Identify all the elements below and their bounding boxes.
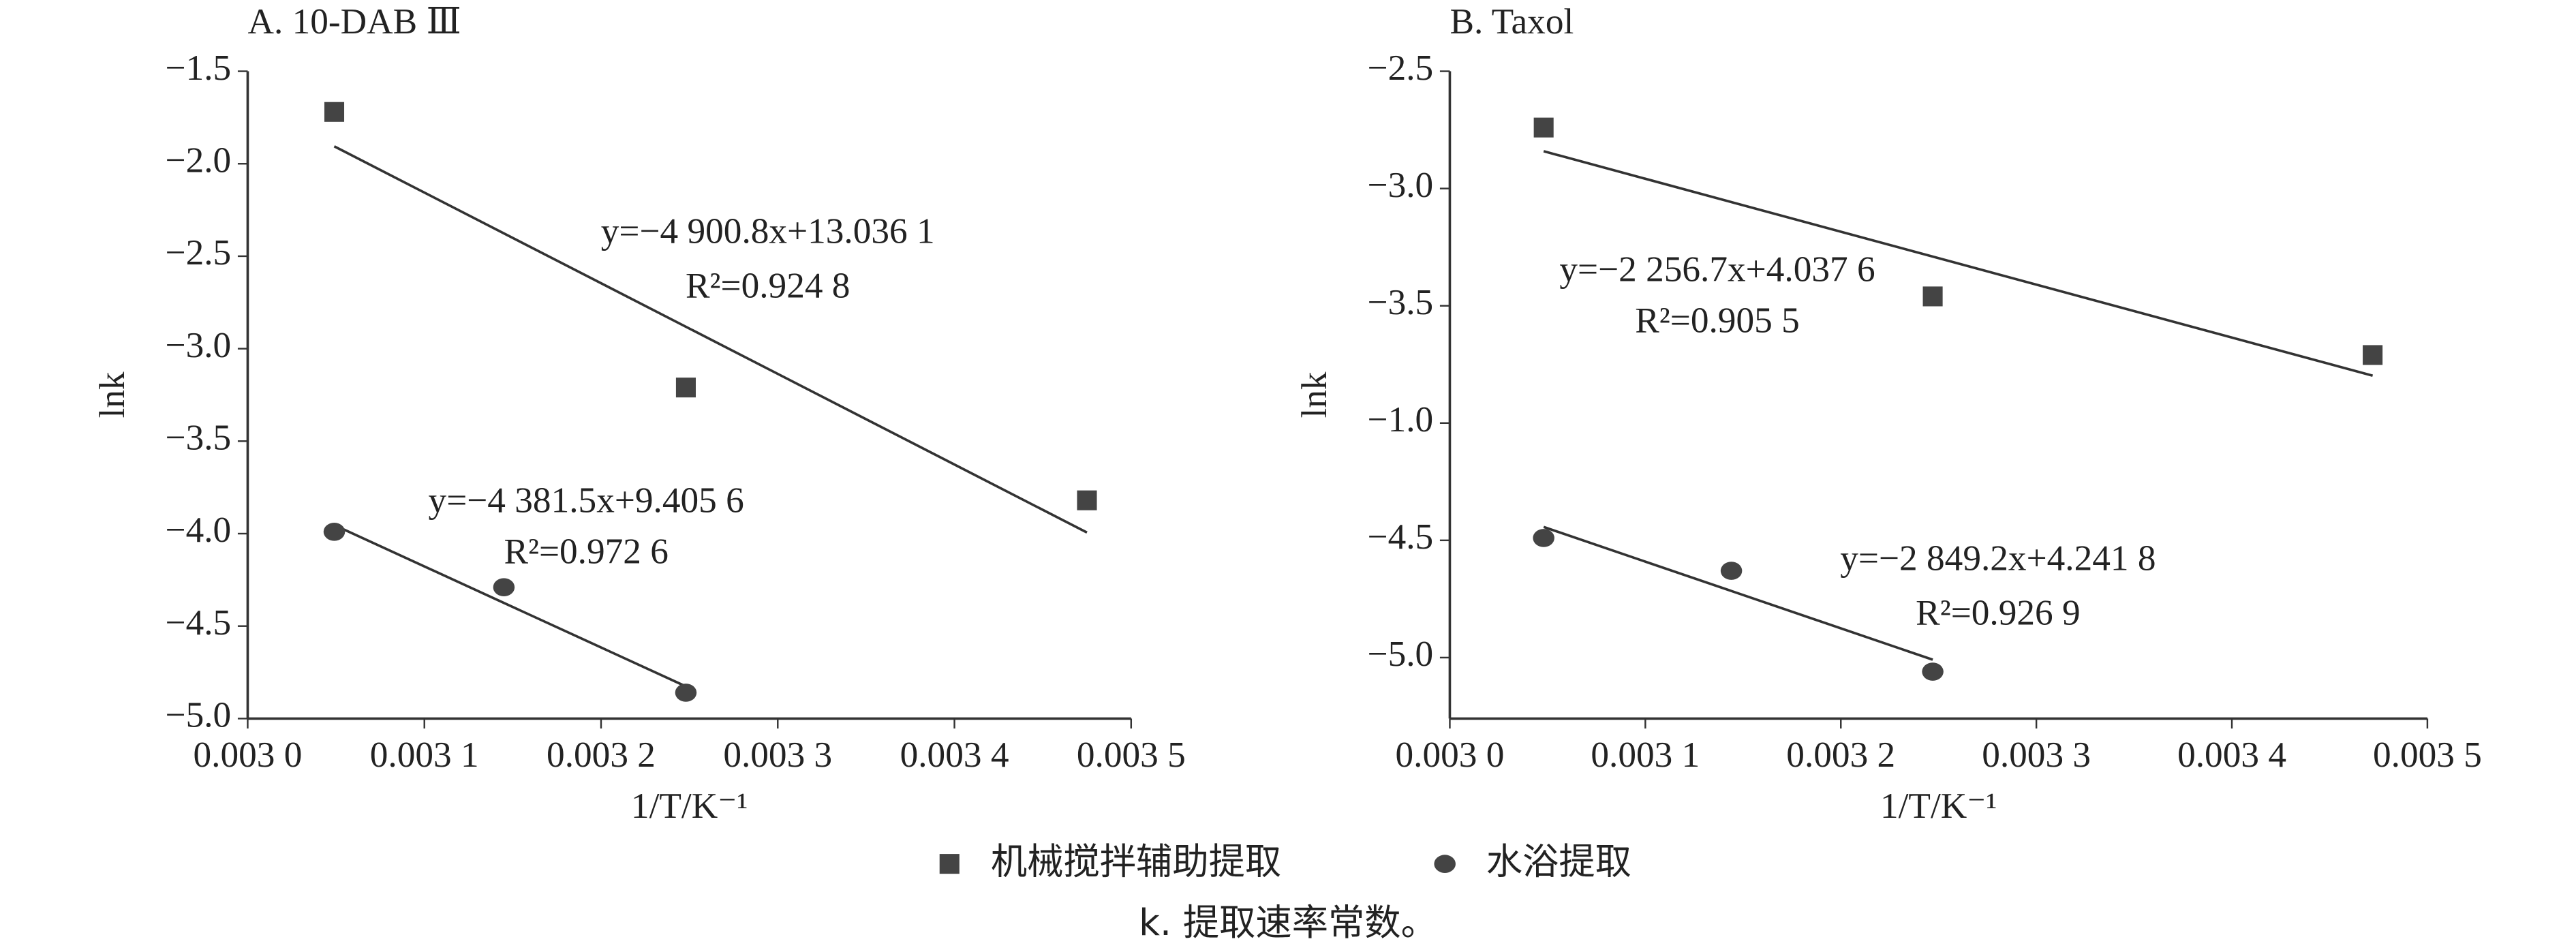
y-tick-label: −2.0	[166, 140, 232, 180]
y-tick-label: −3.0	[166, 325, 232, 365]
data-point	[675, 378, 696, 398]
x-tick-label: 0.003 2	[1786, 735, 1895, 775]
data-point	[675, 684, 697, 702]
fit-line	[333, 145, 1088, 534]
data-point	[1077, 490, 1097, 510]
legend-label: 机械搅拌辅助提取	[991, 840, 1281, 883]
y-axis-label: lnk	[92, 371, 132, 418]
data-point	[324, 102, 345, 122]
x-axis-label: 1/T/K⁻¹	[631, 786, 748, 826]
annotation: y=−4 381.5x+9.405 6	[429, 480, 744, 521]
x-tick-label: 0.003 5	[1077, 735, 1186, 775]
x-tick-label: 0.003 1	[1591, 735, 1700, 775]
x-tick-label: 0.003 0	[1396, 735, 1505, 775]
annotation: R²=0.905 5	[1635, 301, 1799, 341]
legend-label: 水浴提取	[1486, 840, 1631, 883]
y-tick-label: −1.5	[166, 48, 232, 88]
data-point	[1922, 286, 1943, 307]
annotation: R²=0.924 8	[686, 266, 850, 306]
data-point	[1922, 662, 1944, 681]
chart-title: A. 10-DAB Ⅲ	[247, 1, 461, 42]
y-tick-label: −2.5	[1368, 48, 1434, 88]
annotation: R²=0.926 9	[1916, 592, 2080, 632]
annotation: y=−2 256.7x+4.037 6	[1559, 249, 1875, 289]
y-tick-label: −3.5	[166, 418, 232, 458]
x-tick-label: 0.003 0	[194, 735, 303, 775]
chart-title: B. Taxol	[1450, 1, 1574, 42]
x-tick-label: 0.003 1	[370, 735, 479, 775]
data-point	[323, 522, 346, 541]
data-point	[493, 578, 515, 597]
data-point	[1720, 562, 1743, 580]
fit-line	[1543, 525, 1933, 661]
y-tick-label: −4.0	[166, 510, 232, 550]
y-axis-label: lnk	[1294, 371, 1334, 418]
footnote: k. 提取速率常数。	[1139, 902, 1437, 944]
fit-line	[333, 523, 687, 688]
y-tick-label: −3.0	[1368, 165, 1434, 205]
x-tick-label: 0.003 3	[723, 735, 832, 775]
x-tick-label: 0.003 5	[2373, 735, 2482, 775]
annotation: y=−4 900.8x+13.036 1	[601, 211, 935, 251]
y-tick-label: −4.5	[1368, 517, 1434, 557]
annotation: y=−2 849.2x+4.241 8	[1840, 538, 2156, 578]
x-axis-label: 1/T/K⁻¹	[1880, 786, 1997, 826]
x-tick-label: 0.003 4	[900, 735, 1009, 775]
y-tick-label: −1.0	[1368, 399, 1434, 440]
y-tick-label: −2.5	[166, 232, 232, 273]
y-tick-label: −5.0	[166, 695, 232, 735]
y-tick-label: −3.5	[1368, 282, 1434, 322]
x-tick-label: 0.003 3	[1982, 735, 2091, 775]
legend-marker	[1434, 855, 1456, 873]
y-tick-label: −5.0	[1368, 634, 1434, 674]
data-point	[1533, 117, 1554, 138]
data-point	[1533, 529, 1554, 547]
y-tick-label: −4.5	[166, 602, 232, 643]
fit-line	[1543, 150, 2374, 378]
x-tick-label: 0.003 2	[547, 735, 656, 775]
annotation: R²=0.972 6	[504, 532, 668, 572]
x-tick-label: 0.003 4	[2177, 735, 2286, 775]
data-point	[2363, 345, 2383, 365]
legend-marker	[939, 854, 960, 874]
